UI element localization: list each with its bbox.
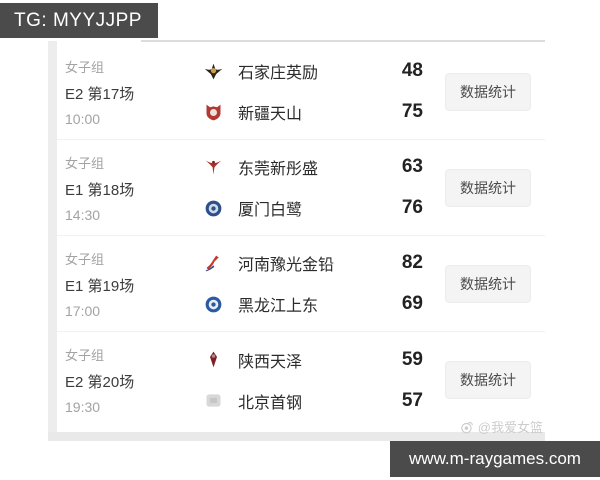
team-name: 陕西天泽 xyxy=(238,353,303,371)
team-name: 北京首钢 xyxy=(238,394,303,412)
team-line: 北京首钢 57 xyxy=(203,389,423,413)
stats-button[interactable]: 数据统计 xyxy=(445,72,531,111)
match-row[interactable]: 女子组 E2 第17场 10:00 石家庄英励 48 xyxy=(57,44,545,140)
team-line: 东莞新彤盛 63 xyxy=(203,155,423,179)
teams-block: 石家庄英励 48 新疆天山 75 xyxy=(203,59,423,124)
eagle-crest-icon xyxy=(204,63,223,79)
team-name: 黑龙江上东 xyxy=(238,298,319,315)
stats-button[interactable]: 数据统计 xyxy=(445,168,531,207)
group-label: 女子组 xyxy=(65,59,105,75)
phoenix-icon xyxy=(205,160,222,174)
horned-crest-icon xyxy=(206,104,221,120)
match-row[interactable]: 女子组 E2 第20场 19:30 陕西天泽 59 xyxy=(57,332,545,428)
team-line: 石家庄英励 48 xyxy=(203,59,423,83)
watermark-handle: @我爱女篮 xyxy=(477,420,543,435)
round-label: E1 第19场 xyxy=(65,277,135,295)
time-label: 17:00 xyxy=(65,302,101,319)
footer-url-bar: www.m-raygames.com xyxy=(390,441,600,477)
weibo-watermark: @我爱女篮 xyxy=(460,417,543,436)
team-score: 57 xyxy=(401,389,423,411)
card-bottom-strip xyxy=(48,432,545,441)
team-score: 59 xyxy=(401,348,423,370)
skater-icon xyxy=(205,255,219,271)
team-score: 69 xyxy=(401,293,423,314)
team-score: 63 xyxy=(401,156,423,177)
match-info: 女子组 E1 第18场 14:30 xyxy=(65,153,175,223)
match-info: 女子组 E1 第19场 17:00 xyxy=(65,249,175,319)
team-line: 陕西天泽 59 xyxy=(203,348,423,372)
group-label: 女子组 xyxy=(65,155,105,171)
team-score: 48 xyxy=(401,60,423,81)
stats-button[interactable]: 数据统计 xyxy=(445,361,531,399)
group-label: 女子组 xyxy=(65,348,105,363)
team-score: 75 xyxy=(401,101,423,122)
team-name: 东莞新彤盛 xyxy=(238,161,319,178)
time-label: 14:30 xyxy=(65,206,101,223)
weibo-icon xyxy=(460,421,473,433)
match-row[interactable]: 女子组 E1 第18场 14:30 东莞新彤盛 63 xyxy=(57,140,545,236)
team-name: 河南豫光金铅 xyxy=(238,257,335,274)
round-label: E1 第18场 xyxy=(65,181,135,199)
time-label: 10:00 xyxy=(65,110,101,127)
team-score: 82 xyxy=(401,252,423,273)
match-row[interactable]: 女子组 E1 第19场 17:00 河南豫光金铅 82 xyxy=(57,236,545,332)
teams-block: 河南豫光金铅 82 黑龙江上东 69 xyxy=(203,251,423,316)
faint-mark-icon xyxy=(206,394,221,407)
round-label: E2 第20场 xyxy=(65,374,135,391)
tg-badge-label: TG: MYYJJPP xyxy=(14,9,142,31)
match-info: 女子组 E2 第20场 19:30 xyxy=(65,345,175,415)
group-label: 女子组 xyxy=(65,251,105,267)
match-info: 女子组 E2 第17场 10:00 xyxy=(65,57,175,127)
stats-button[interactable]: 数据统计 xyxy=(445,264,531,303)
footer-url: www.m-raygames.com xyxy=(409,449,581,468)
team-line: 新疆天山 75 xyxy=(203,100,423,124)
teams-block: 陕西天泽 59 北京首钢 57 xyxy=(203,348,423,413)
round-label: E2 第17场 xyxy=(65,85,135,103)
team-name: 新疆天山 xyxy=(238,106,303,123)
match-list: 女子组 E2 第17场 10:00 石家庄英励 48 xyxy=(57,44,545,428)
time-label: 19:30 xyxy=(65,399,101,415)
team-name: 石家庄英励 xyxy=(238,65,319,82)
tg-watermark-badge: TG: MYYJJPP xyxy=(0,3,158,38)
team-name: 厦门白鹭 xyxy=(238,202,303,219)
team-line: 厦门白鹭 76 xyxy=(203,196,423,220)
team-line: 黑龙江上东 69 xyxy=(203,292,423,316)
diamond-crest-icon xyxy=(210,351,217,368)
globe-badge-icon xyxy=(205,200,222,216)
round-badge-icon xyxy=(205,296,222,312)
page-edge-strip xyxy=(48,41,57,441)
teams-block: 东莞新彤盛 63 厦门白鹭 76 xyxy=(203,155,423,220)
team-line: 河南豫光金铅 82 xyxy=(203,251,423,275)
team-score: 76 xyxy=(401,197,423,218)
card-top-border xyxy=(141,40,545,42)
